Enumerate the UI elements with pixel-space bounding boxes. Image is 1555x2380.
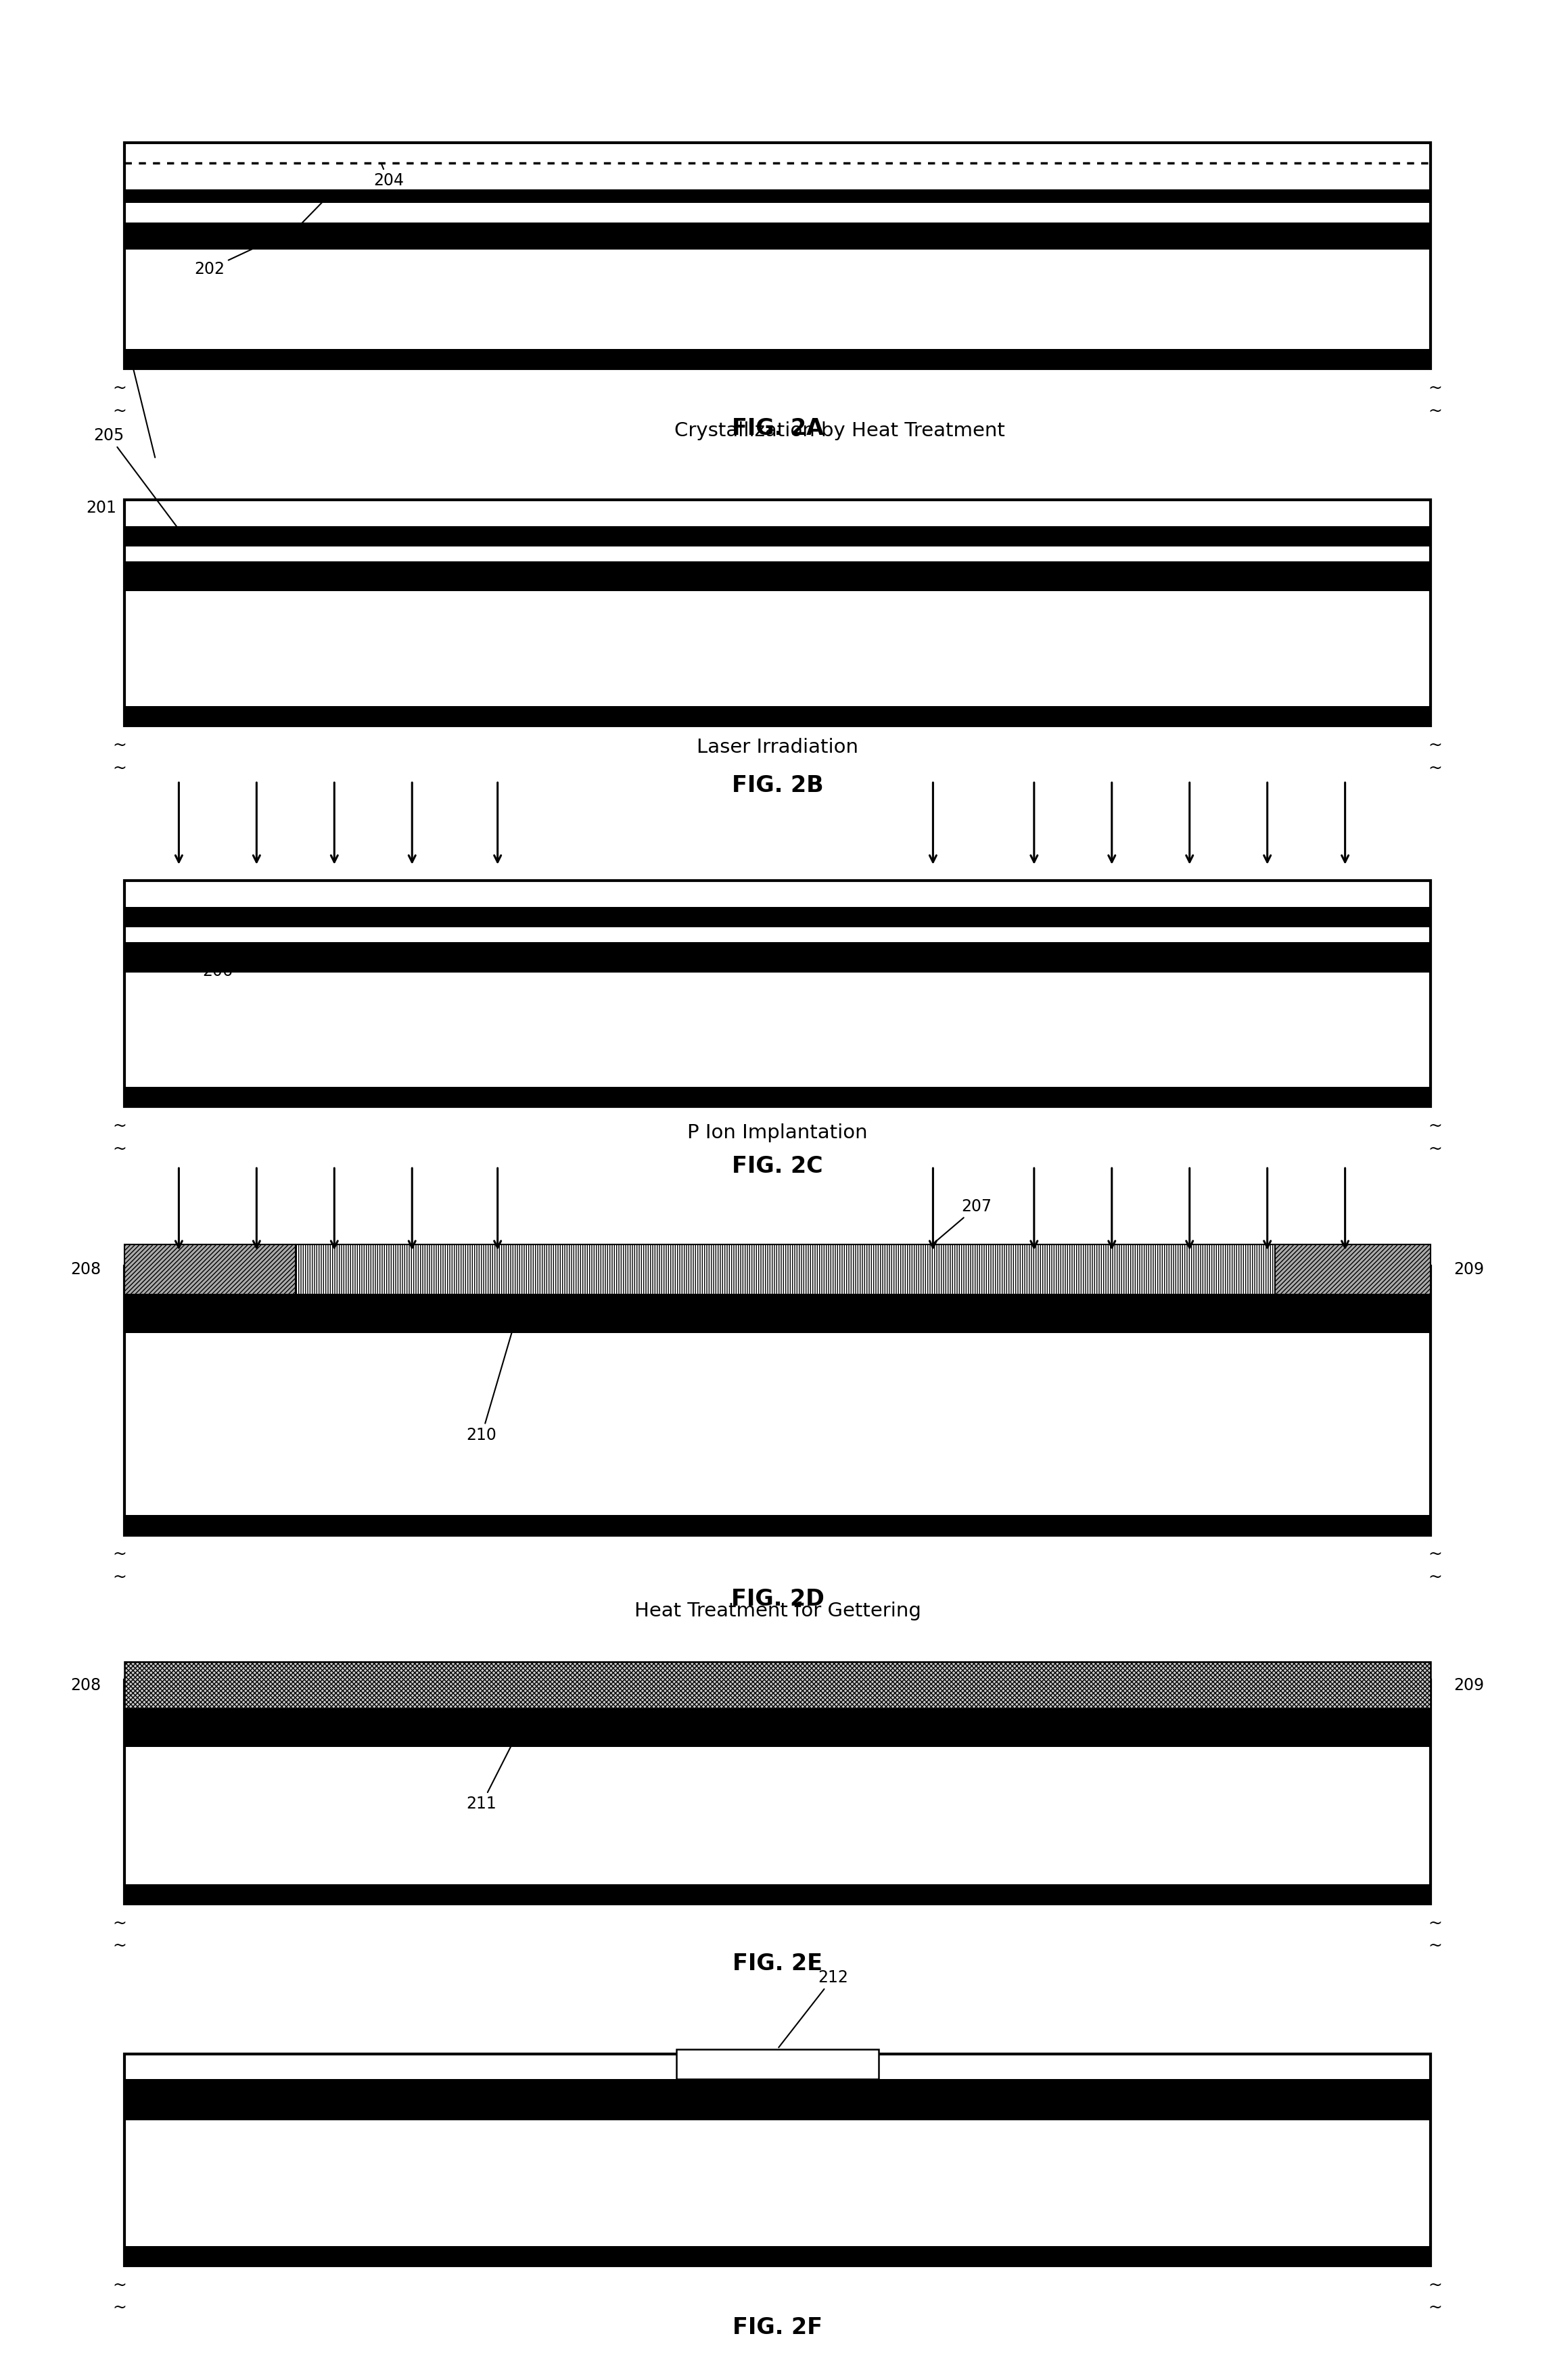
Text: Crystallization by Heat Treatment: Crystallization by Heat Treatment <box>675 421 1005 440</box>
Text: ~: ~ <box>112 381 128 395</box>
Text: ~: ~ <box>112 1119 128 1133</box>
Bar <box>124 1088 1431 1107</box>
Bar <box>124 562 1431 590</box>
Text: 208: 208 <box>70 1678 101 1695</box>
Bar <box>124 881 1431 1107</box>
Bar <box>124 1661 1431 1709</box>
Text: FIG. 2C: FIG. 2C <box>732 1154 823 1178</box>
Text: 208: 208 <box>70 1261 101 1278</box>
Text: Heat Treatment for Gettering: Heat Treatment for Gettering <box>634 1602 921 1621</box>
Text: FIG. 2E: FIG. 2E <box>732 1952 823 1975</box>
Text: ~: ~ <box>1427 1547 1443 1561</box>
Text: ~: ~ <box>1427 2278 1443 2292</box>
Text: ~: ~ <box>112 402 128 419</box>
Text: 207: 207 <box>933 1200 992 1242</box>
Text: ~: ~ <box>112 1547 128 1561</box>
Text: ~: ~ <box>1427 381 1443 395</box>
Text: 203: 203 <box>272 200 325 245</box>
Bar <box>124 1704 1431 1747</box>
Bar <box>124 2054 1431 2266</box>
Text: ~: ~ <box>112 2278 128 2292</box>
Text: FIG. 2F: FIG. 2F <box>732 2316 823 2340</box>
Bar <box>124 1290 1431 1333</box>
Text: 201: 201 <box>86 500 117 516</box>
Bar <box>124 942 1431 971</box>
Bar <box>124 1680 1431 1904</box>
Bar <box>124 907 1431 928</box>
Text: 210: 210 <box>466 1330 513 1442</box>
Text: ~: ~ <box>1427 1568 1443 1585</box>
Bar <box>124 500 1431 726</box>
Text: ~: ~ <box>112 2299 128 2316</box>
Text: 206: 206 <box>202 964 263 978</box>
Bar <box>124 1266 1431 1535</box>
Text: ~: ~ <box>1427 1937 1443 1954</box>
Bar <box>124 1885 1431 1904</box>
Text: FIG. 2A: FIG. 2A <box>731 416 824 440</box>
Text: 209: 209 <box>1454 1678 1485 1695</box>
Text: 209: 209 <box>1454 1261 1485 1278</box>
Text: ~: ~ <box>112 1916 128 1930</box>
Text: ~: ~ <box>1427 402 1443 419</box>
Bar <box>1275 1245 1431 1295</box>
Text: 204: 204 <box>373 164 404 188</box>
Text: ~: ~ <box>112 738 128 752</box>
Text: 202: 202 <box>194 238 278 276</box>
Bar <box>124 143 1431 369</box>
Bar <box>124 526 1431 547</box>
Bar <box>124 2080 1431 2121</box>
Text: P Ion Implantation: P Ion Implantation <box>687 1123 868 1142</box>
Text: ~: ~ <box>1427 738 1443 752</box>
Bar <box>124 190 1431 202</box>
Text: ~: ~ <box>1427 1140 1443 1157</box>
Bar <box>124 350 1431 369</box>
Text: 211: 211 <box>466 1745 512 1811</box>
Bar <box>124 224 1431 250</box>
Text: ~: ~ <box>1427 1119 1443 1133</box>
Bar <box>295 1245 1275 1295</box>
Text: FIG. 2B: FIG. 2B <box>732 774 823 797</box>
Text: ~: ~ <box>1427 1916 1443 1930</box>
Text: ~: ~ <box>112 1140 128 1157</box>
Bar <box>676 2049 879 2080</box>
Text: ~: ~ <box>112 1937 128 1954</box>
Bar <box>124 2247 1431 2266</box>
Bar <box>124 707 1431 726</box>
Text: ~: ~ <box>1427 759 1443 776</box>
Text: FIG. 2D: FIG. 2D <box>731 1587 824 1611</box>
Text: 205: 205 <box>93 428 185 538</box>
Text: Laser Irradiation: Laser Irradiation <box>697 738 858 757</box>
Text: ~: ~ <box>1427 2299 1443 2316</box>
Bar <box>124 1245 295 1295</box>
Text: ~: ~ <box>112 759 128 776</box>
Bar <box>124 1516 1431 1535</box>
Text: 212: 212 <box>779 1971 849 2047</box>
Text: ~: ~ <box>112 1568 128 1585</box>
